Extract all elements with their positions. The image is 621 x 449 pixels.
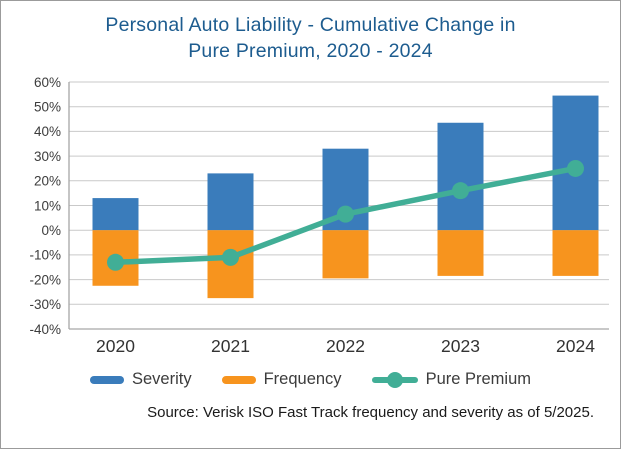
x-axis-label-2023: 2023 xyxy=(441,336,480,356)
source-note: Source: Verisk ISO Fast Track frequency … xyxy=(147,403,594,421)
legend-label-severity: Severity xyxy=(131,370,192,389)
x-axis-label-2022: 2022 xyxy=(326,336,365,356)
pure-premium-marker-2020 xyxy=(107,253,124,271)
y-axis-tick-label: 60% xyxy=(34,75,61,90)
y-axis-tick-label: 30% xyxy=(34,149,61,164)
chart-legend: Severity Frequency Pure Premium xyxy=(1,367,620,393)
pure-premium-marker-2022 xyxy=(337,205,354,223)
chart-title: Personal Auto Liability - Cumulative Cha… xyxy=(1,13,620,65)
bar-severity-2021 xyxy=(207,173,254,231)
frequency-swatch-icon xyxy=(221,375,256,384)
y-axis-tick-label: -20% xyxy=(29,272,61,287)
legend-label-pure-premium: Pure Premium xyxy=(425,370,532,389)
pure-premium-swatch-icon xyxy=(371,371,418,388)
pure-premium-marker-2023 xyxy=(452,182,469,200)
legend-item-frequency: Frequency xyxy=(221,370,342,389)
severity-swatch-icon xyxy=(89,375,124,384)
chart-plot: 60% 50% 40% 30% 20% 10% 0% -10% -20% -30% -40% 2020… xyxy=(29,75,609,356)
y-axis-tick-label: 40% xyxy=(34,124,61,139)
legend-label-frequency: Frequency xyxy=(263,370,342,389)
pure-premium-dot-glyph xyxy=(386,371,403,388)
pure-premium-marker-2024 xyxy=(567,159,584,177)
y-axis-tick-label: 20% xyxy=(34,173,61,188)
legend-item-severity: Severity xyxy=(89,370,192,389)
x-axis-label-2021: 2021 xyxy=(211,336,250,356)
bar-severity-2023 xyxy=(437,122,484,231)
chart-title-line2: Pure Premium, 2020 - 2024 xyxy=(188,39,433,62)
chart-title-line1: Personal Auto Liability - Cumulative Cha… xyxy=(105,14,516,36)
x-axis-label-2020: 2020 xyxy=(96,336,135,356)
y-axis-tick-label: -30% xyxy=(29,297,61,312)
y-axis-tick-label: -40% xyxy=(29,322,61,337)
bar-frequency-2023 xyxy=(437,230,484,276)
x-axis-label-2024: 2024 xyxy=(556,336,595,356)
bar-frequency-2024 xyxy=(552,230,599,276)
y-axis-tick-label: 0% xyxy=(41,223,61,238)
y-axis-tick-label: 10% xyxy=(34,198,61,213)
legend-item-pure-premium: Pure Premium xyxy=(371,370,532,389)
bar-frequency-2022 xyxy=(322,230,369,279)
bar-severity-2020 xyxy=(92,197,139,231)
y-axis-tick-label: 50% xyxy=(34,99,61,114)
pure-premium-marker-2021 xyxy=(222,248,239,266)
y-axis-tick-label: -10% xyxy=(29,248,61,263)
